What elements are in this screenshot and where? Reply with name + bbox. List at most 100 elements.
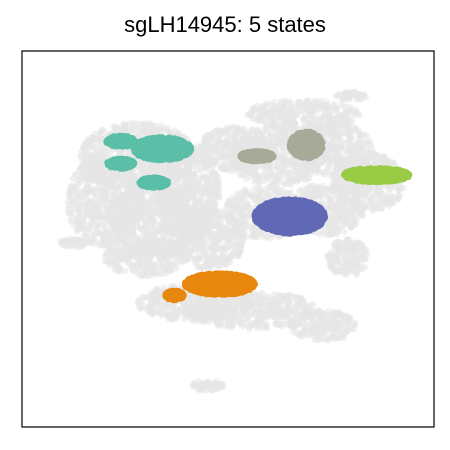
background-point <box>248 135 256 143</box>
background-point <box>252 175 259 183</box>
background-point <box>325 143 332 150</box>
background-point <box>81 150 88 157</box>
background-point <box>80 142 87 150</box>
background-point <box>284 170 292 177</box>
background-point <box>366 154 373 161</box>
background-point <box>373 186 380 194</box>
background-point <box>340 207 347 214</box>
background-point <box>235 140 242 147</box>
background-point <box>304 164 311 171</box>
background-point <box>212 144 219 151</box>
background-point <box>264 233 271 241</box>
background-point <box>211 155 218 163</box>
background-point <box>248 128 255 135</box>
background-point <box>72 197 80 204</box>
background-point <box>343 193 351 201</box>
background-point <box>216 133 223 140</box>
background-point <box>127 126 134 133</box>
background-point <box>242 171 249 179</box>
chart-title: sgLH14945: 5 states <box>124 12 326 37</box>
background-point <box>387 192 395 199</box>
background-point <box>306 182 313 190</box>
background-point <box>88 212 95 219</box>
background-point <box>397 186 404 193</box>
background-point <box>94 203 102 210</box>
background-point <box>191 188 199 196</box>
background-point <box>280 180 288 188</box>
background-point <box>142 122 149 130</box>
background-point <box>172 165 179 172</box>
background-point <box>244 223 252 231</box>
background-point <box>294 172 301 179</box>
background-point <box>256 187 263 195</box>
background-points <box>57 88 408 394</box>
background-point <box>211 201 218 208</box>
background-point <box>68 212 76 220</box>
background-point <box>224 128 232 135</box>
background-point <box>311 186 319 193</box>
background-point <box>96 241 103 249</box>
background-point <box>95 230 103 237</box>
background-point <box>134 204 142 211</box>
background-point <box>194 178 202 185</box>
background-point <box>124 188 131 195</box>
background-point <box>176 190 184 197</box>
background-point <box>339 163 346 170</box>
background-point <box>114 173 121 180</box>
background-point <box>150 212 158 220</box>
background-point <box>256 129 264 137</box>
background-point <box>300 190 307 197</box>
background-point <box>172 171 179 179</box>
background-point <box>138 198 145 205</box>
background-point <box>136 213 143 220</box>
background-point <box>328 226 335 233</box>
background-point <box>216 127 224 134</box>
background-point <box>95 177 102 185</box>
background-point <box>204 172 212 179</box>
background-point <box>144 163 152 170</box>
background-point <box>111 219 118 227</box>
background-point <box>250 191 257 199</box>
background-point <box>388 199 395 206</box>
background-point <box>380 159 387 166</box>
background-point <box>122 176 129 183</box>
background-point <box>196 143 203 151</box>
background-point <box>374 205 381 212</box>
background-point <box>363 133 370 140</box>
background-point <box>143 218 150 225</box>
background-point <box>204 141 212 148</box>
background-point <box>320 171 328 178</box>
background-point <box>270 144 278 151</box>
background-point <box>273 188 280 195</box>
background-point <box>99 126 107 134</box>
background-point <box>229 123 236 130</box>
background-point <box>79 188 86 195</box>
background-point <box>146 231 153 238</box>
background-point <box>264 192 272 199</box>
background-point <box>139 225 146 232</box>
background-point <box>149 218 156 226</box>
background-point <box>346 143 354 150</box>
background-point <box>186 173 193 181</box>
background-point <box>178 204 185 212</box>
background-point <box>89 176 96 183</box>
background-point <box>324 150 332 158</box>
background-point <box>267 132 274 139</box>
background-point <box>226 198 233 205</box>
background-point <box>78 172 85 179</box>
background-point <box>234 162 241 169</box>
background-point <box>80 201 88 209</box>
background-point <box>181 196 188 203</box>
background-point <box>395 194 402 201</box>
background-point <box>271 161 278 168</box>
background-point <box>94 156 101 164</box>
background-point <box>347 135 354 142</box>
background-point <box>106 176 114 183</box>
background-point <box>280 157 287 164</box>
background-point <box>339 214 346 221</box>
background-point <box>267 169 274 176</box>
background-point <box>310 165 317 172</box>
background-point <box>66 193 74 201</box>
background-point <box>231 207 238 215</box>
background-point <box>346 209 353 216</box>
